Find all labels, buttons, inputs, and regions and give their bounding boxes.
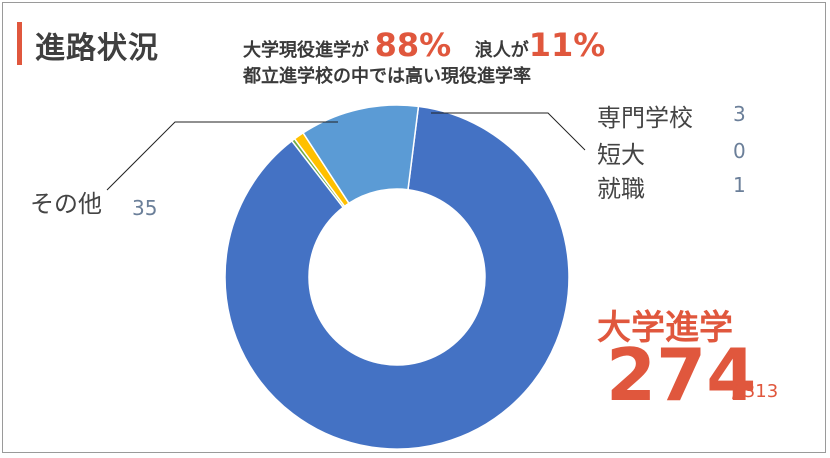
summary-line-2: 都立進学校の中では高い現役進学率: [243, 66, 531, 87]
value-vocational: 3: [733, 102, 746, 126]
summary-univ-pct: 88%: [374, 26, 452, 64]
slice-other: [302, 104, 420, 205]
leader-line-small: [431, 112, 586, 151]
page-title: 進路状況: [35, 31, 159, 66]
label-junior-college: 短大: [597, 141, 645, 169]
value-other: 35: [132, 196, 158, 220]
value-junior-college: 0: [733, 139, 746, 163]
total-label: / 313: [732, 381, 779, 402]
value-employment: 1: [733, 173, 746, 197]
donut-slices: [224, 104, 570, 450]
label-employment: 就職: [597, 175, 645, 203]
summary-line-1: 大学現役進学が 88% 浪人が11%: [243, 26, 605, 64]
value-university: 274: [606, 333, 757, 417]
chart-frame: [2, 2, 826, 453]
leader-line-other: [106, 121, 338, 191]
label-other: その他: [30, 190, 102, 218]
title-accent-bar: [17, 22, 22, 65]
summary-ronin-pct: 11%: [528, 26, 606, 64]
label-vocational: 専門学校: [597, 104, 693, 132]
summary-ronin-text: 浪人が: [474, 40, 529, 61]
slice-university: [224, 105, 570, 450]
summary-univ-text: 大学現役進学が: [243, 40, 369, 61]
label-university: 大学進学: [597, 308, 733, 348]
